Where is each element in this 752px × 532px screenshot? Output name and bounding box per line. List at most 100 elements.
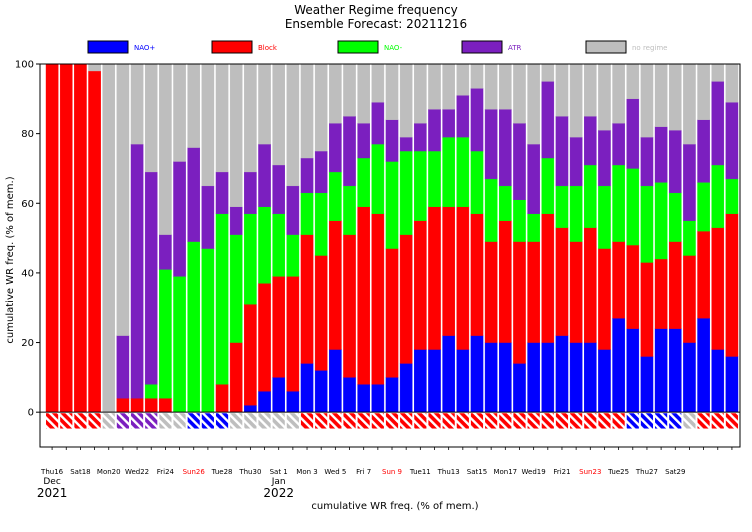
bar-segment-nao bbox=[414, 150, 427, 221]
bar-segment-nao bbox=[725, 178, 739, 214]
bar-segment-block bbox=[229, 342, 243, 413]
bar-segment-block bbox=[668, 241, 682, 329]
bar-segment-block bbox=[711, 227, 725, 350]
regime-marker-block bbox=[329, 413, 342, 429]
bar-segment-block bbox=[130, 398, 144, 413]
x-tick-label: Fri21 bbox=[553, 468, 570, 476]
bar-segment-nao bbox=[329, 349, 342, 413]
bar-segment-nao bbox=[399, 150, 413, 235]
bar-segment-block bbox=[116, 398, 130, 413]
regime-marker-block bbox=[711, 413, 724, 429]
regime-markers bbox=[46, 413, 739, 429]
bar-segment-atr bbox=[470, 88, 484, 152]
bar-segment-atr bbox=[272, 164, 285, 214]
bar-segment-nao bbox=[640, 185, 654, 263]
bar-segment-no-regime bbox=[626, 63, 640, 100]
bar-segment-atr bbox=[300, 157, 314, 194]
regime-marker-block bbox=[428, 413, 441, 429]
bar-segment-atr bbox=[329, 122, 342, 173]
bar-segment-block bbox=[626, 244, 640, 329]
bar-segment-nao bbox=[258, 206, 271, 284]
bar-segment-nao bbox=[626, 168, 640, 246]
regime-marker-block bbox=[555, 413, 569, 429]
bar-segment-block bbox=[640, 262, 654, 357]
bar-segment-nao bbox=[371, 384, 385, 413]
bar-segment-block bbox=[513, 241, 526, 364]
bar-segment-no-regime bbox=[569, 63, 583, 138]
bar-segment-nao bbox=[215, 213, 229, 385]
x-tick-label: Fri24 bbox=[157, 468, 175, 476]
y-axis-label: cumulative WR freq. (% of mem.) bbox=[5, 176, 16, 343]
bar-segment-block bbox=[371, 213, 385, 385]
bar-segment-no-regime bbox=[102, 63, 116, 413]
bar-segment-no-regime bbox=[385, 63, 399, 120]
year-label: 2022 bbox=[263, 486, 294, 500]
bar-segment-no-regime bbox=[229, 63, 243, 207]
y-tick-label: 60 bbox=[21, 199, 34, 210]
x-tick-label: Mon 3 bbox=[296, 468, 317, 476]
bar-segment-nao bbox=[598, 185, 611, 249]
bar-segment-nao bbox=[286, 234, 300, 277]
regime-marker-block bbox=[385, 413, 399, 429]
bar-segment-atr bbox=[399, 136, 413, 152]
chart-subtitle: Ensemble Forecast: 20211216 bbox=[285, 17, 467, 31]
regime-marker-block bbox=[414, 413, 427, 429]
bar-segment-block bbox=[584, 227, 597, 343]
bar-segment-no-regime bbox=[640, 63, 654, 138]
bar-segment-block bbox=[683, 255, 696, 343]
bar-segment-no-regime bbox=[159, 63, 172, 235]
bar-segment-nao bbox=[272, 213, 285, 277]
x-tick-label: Sat 1 bbox=[270, 468, 288, 476]
legend-label-nao: NAO+ bbox=[134, 44, 155, 52]
bar-segment-block bbox=[286, 276, 300, 392]
bar-segment-nao bbox=[484, 178, 498, 242]
regime-marker-block bbox=[485, 413, 498, 429]
bar-segment-atr bbox=[541, 81, 555, 159]
bar-segment-atr bbox=[116, 335, 130, 399]
x-tick-label: Sun26 bbox=[183, 468, 206, 476]
bar-segment-block bbox=[45, 63, 59, 413]
bar-segment-block bbox=[159, 398, 172, 413]
bar-segment-atr bbox=[428, 109, 441, 152]
bar-segment-atr bbox=[499, 109, 512, 187]
bar-segment-atr bbox=[527, 143, 540, 214]
legend-label-nao: NAO- bbox=[384, 44, 403, 52]
bar-segment-atr bbox=[513, 122, 526, 200]
bar-segment-no-regime bbox=[286, 63, 300, 187]
bar-segment-atr bbox=[683, 143, 696, 221]
bar-segment-no-regime bbox=[725, 63, 739, 103]
bar-segment-no-regime bbox=[343, 63, 356, 117]
bar-segment-block bbox=[59, 63, 73, 413]
regime-marker-no-regime bbox=[683, 413, 696, 429]
regime-marker-block bbox=[400, 413, 413, 429]
bar-segment-atr bbox=[654, 126, 668, 183]
bar-segment-block bbox=[272, 276, 285, 378]
bar-segment-nao bbox=[711, 349, 725, 413]
bar-segment-no-regime bbox=[244, 63, 257, 173]
x-tick-label: Sat29 bbox=[665, 468, 685, 476]
bar-segment-nao bbox=[442, 136, 455, 207]
y-tick-label: 80 bbox=[21, 129, 34, 140]
bar-segment-nao bbox=[640, 356, 654, 413]
regime-marker-block bbox=[612, 413, 625, 429]
bar-segment-nao bbox=[187, 241, 201, 413]
x-tick-label: Wed19 bbox=[522, 468, 546, 476]
regime-marker-block bbox=[570, 413, 583, 429]
regime-marker-block bbox=[598, 413, 611, 429]
bar-segment-atr bbox=[201, 185, 215, 249]
bar-segment-nao bbox=[683, 220, 696, 256]
bar-segment-no-regime bbox=[612, 63, 625, 124]
bar-segment-nao bbox=[399, 363, 413, 413]
bar-segment-nao bbox=[725, 356, 739, 413]
bar-segment-nao bbox=[385, 161, 399, 249]
bar-segment-atr bbox=[569, 136, 583, 187]
regime-marker-nao bbox=[187, 413, 200, 429]
x-tick-label: Tue11 bbox=[409, 468, 431, 476]
bar-segment-block bbox=[442, 206, 455, 336]
bar-segment-nao bbox=[258, 391, 271, 413]
bar-segment-nao bbox=[343, 377, 356, 413]
bar-segment-no-regime bbox=[499, 63, 512, 110]
bar-segment-no-regime bbox=[187, 63, 201, 148]
bar-segment-atr bbox=[286, 185, 300, 235]
bar-segment-no-regime bbox=[215, 63, 229, 173]
